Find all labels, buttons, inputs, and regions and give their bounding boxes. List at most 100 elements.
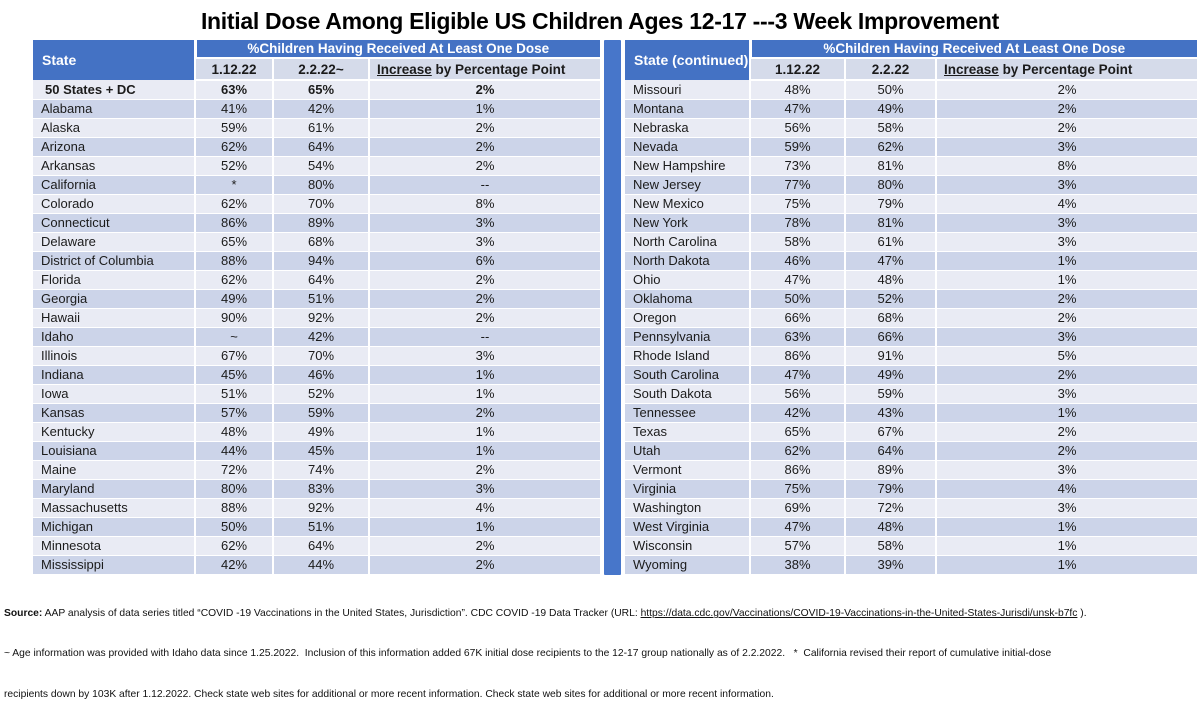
table-row: Kansas 57% 59% 2%: [33, 403, 601, 423]
state-name-cell: Virginia: [625, 479, 751, 499]
table-header-left: State %Children Having Received At Least…: [33, 40, 601, 81]
table-row: North Dakota 46% 47% 1%: [625, 251, 1198, 271]
state-name-cell: Mississippi: [33, 555, 195, 575]
state-name-cell: North Carolina: [625, 232, 751, 252]
table-row: California * 80% --: [33, 175, 601, 195]
dose-pct-date1-cell: 42%: [749, 403, 846, 423]
dose-pct-date1-cell: 42%: [194, 555, 273, 575]
dose-pct-date2-cell: 80%: [844, 175, 937, 195]
dose-pct-date1-cell: 72%: [194, 460, 273, 480]
footnote-text: Source: AAP analysis of data series titl…: [4, 581, 1200, 728]
state-name-cell: Nevada: [625, 137, 751, 157]
dose-pct-date2-cell: 70%: [272, 346, 369, 366]
dose-pct-date2-cell: 91%: [844, 346, 937, 366]
dose-pct-date1-cell: 62%: [194, 270, 273, 290]
dose-pct-date1-cell: 65%: [749, 422, 846, 442]
table-row: South Carolina 47% 49% 2%: [625, 365, 1198, 385]
increase-pct-cell: 2%: [367, 536, 601, 556]
increase-pct-cell: 3%: [935, 213, 1198, 233]
increase-pct-cell: 2%: [367, 555, 601, 575]
table-row: Wyoming 38% 39% 1%: [625, 555, 1198, 575]
table-row: Pennsylvania 63% 66% 3%: [625, 327, 1198, 347]
table-row: Nevada 59% 62% 3%: [625, 137, 1198, 157]
increase-pct-cell: 3%: [935, 498, 1198, 518]
dose-pct-date2-cell: 92%: [272, 498, 369, 518]
dose-pct-date1-cell: 67%: [194, 346, 273, 366]
dose-pct-date2-cell: 61%: [844, 232, 937, 252]
table-row: Iowa 51% 52% 1%: [33, 384, 601, 404]
table-row: Montana 47% 49% 2%: [625, 99, 1198, 119]
dose-pct-date1-cell: 47%: [749, 99, 846, 119]
table-row: Alaska 59% 61% 2%: [33, 118, 601, 138]
dose-pct-date1-cell: 66%: [749, 308, 846, 328]
state-name-cell: Arizona: [33, 137, 195, 157]
dose-pct-date2-cell: 66%: [844, 327, 937, 347]
increase-pct-cell: 2%: [367, 156, 601, 176]
table-row: Illinois 67% 70% 3%: [33, 346, 601, 366]
dose-pct-date1-cell: 63%: [749, 327, 846, 347]
state-name-cell: Washington: [625, 498, 751, 518]
dose-pct-date1-cell: 86%: [194, 213, 273, 233]
page-title: Initial Dose Among Eligible US Children …: [200, 8, 1000, 34]
dose-pct-date2-cell: 52%: [272, 384, 369, 404]
state-name-cell: Connecticut: [33, 213, 195, 233]
dose-pct-date2-cell: 61%: [272, 118, 369, 138]
dose-pct-date1-cell: 62%: [194, 536, 273, 556]
dose-pct-date2-cell: 68%: [844, 308, 937, 328]
table-row: Louisiana 44% 45% 1%: [33, 441, 601, 461]
dose-pct-date2-cell: 50%: [844, 80, 937, 100]
table-row: Nebraska 56% 58% 2%: [625, 118, 1198, 138]
increase-pct-cell: 2%: [935, 365, 1198, 385]
dose-pct-date2-cell: 64%: [844, 441, 937, 461]
dose-pct-date1-cell: 78%: [749, 213, 846, 233]
table-row: Wisconsin 57% 58% 1%: [625, 536, 1198, 556]
dose-pct-date1-cell: 52%: [194, 156, 273, 176]
state-name-cell: Rhode Island: [625, 346, 751, 366]
table-row: Maryland 80% 83% 3%: [33, 479, 601, 499]
dose-pct-date2-cell: 67%: [844, 422, 937, 442]
table-row: Oklahoma 50% 52% 2%: [625, 289, 1198, 309]
dose-pct-date1-cell: 45%: [194, 365, 273, 385]
table-row: 50 States + DC 63% 65% 2%: [33, 80, 601, 100]
dose-pct-date1-cell: 86%: [749, 460, 846, 480]
state-name-cell: South Dakota: [625, 384, 751, 404]
increase-pct-cell: 2%: [935, 80, 1198, 100]
source-url-link[interactable]: https://data.cdc.gov/Vaccinations/COVID-…: [640, 608, 1078, 620]
group-header: %Children Having Received At Least One D…: [193, 40, 601, 59]
dose-pct-date2-cell: 45%: [272, 441, 369, 461]
state-name-cell: Wisconsin: [625, 536, 751, 556]
dose-pct-date2-cell: 94%: [272, 251, 369, 271]
state-name-cell: South Carolina: [625, 365, 751, 385]
state-name-cell: Texas: [625, 422, 751, 442]
dose-pct-date2-cell: 48%: [844, 270, 937, 290]
state-name-cell: 50 States + DC: [33, 80, 195, 100]
dose-pct-date1-cell: 48%: [194, 422, 273, 442]
increase-pct-cell: 3%: [367, 213, 601, 233]
table-row: Florida 62% 64% 2%: [33, 270, 601, 290]
dose-pct-date2-cell: 62%: [844, 137, 937, 157]
state-name-cell: Tennessee: [625, 403, 751, 423]
dose-pct-date1-cell: 62%: [194, 137, 273, 157]
increase-pct-cell: 8%: [367, 194, 601, 214]
state-name-cell: Kentucky: [33, 422, 195, 442]
state-name-cell: Nebraska: [625, 118, 751, 138]
state-name-cell: New Mexico: [625, 194, 751, 214]
dose-pct-date2-cell: 46%: [272, 365, 369, 385]
table-row: Texas 65% 67% 2%: [625, 422, 1198, 442]
table-row: Idaho ~42% --: [33, 327, 601, 347]
table-row: Indiana 45% 46% 1%: [33, 365, 601, 385]
dose-pct-date1-cell: 77%: [749, 175, 846, 195]
state-name-cell: Iowa: [33, 384, 195, 404]
table-row: Colorado 62% 70% 8%: [33, 194, 601, 214]
table-row: Alabama 41% 42% 1%: [33, 99, 601, 119]
increase-pct-cell: 4%: [935, 479, 1198, 499]
states-table-right: State (continued) %Children Having Recei…: [625, 40, 1198, 575]
dose-pct-date2-cell: 39%: [844, 555, 937, 575]
dose-pct-date2-cell: 64%: [272, 536, 369, 556]
increase-pct-cell: 2%: [367, 289, 601, 309]
dose-pct-date1-cell: 41%: [194, 99, 273, 119]
dose-pct-date2-cell: 49%: [844, 99, 937, 119]
dose-pct-date2-cell: 42%: [272, 327, 369, 347]
table-row: North Carolina 58% 61% 3%: [625, 232, 1198, 252]
dose-pct-date1-cell: 47%: [749, 365, 846, 385]
